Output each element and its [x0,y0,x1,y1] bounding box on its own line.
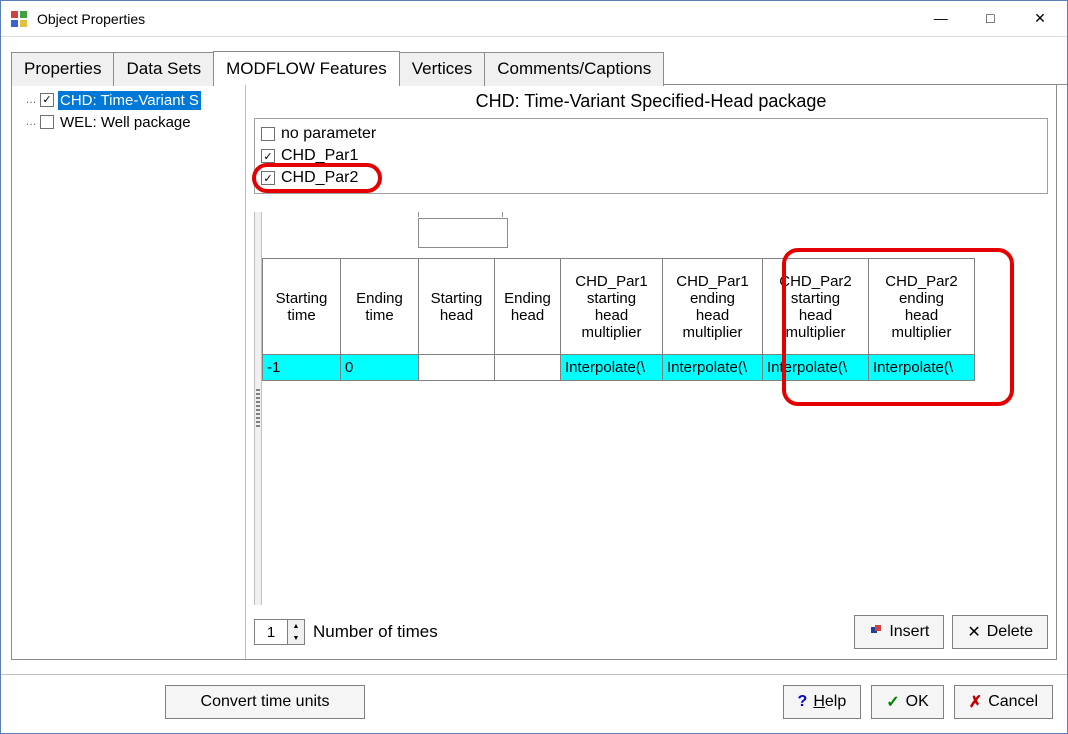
maximize-button[interactable]: □ [967,3,1013,33]
tree-toggle-icon: … [24,116,38,128]
cell-par1-end[interactable]: Interpolate(\ [663,355,763,381]
help-label: Help [813,693,846,711]
number-of-times-label: Number of times [313,622,438,642]
checkbox-icon[interactable]: ✓ [40,93,54,107]
insert-icon [869,623,883,642]
insert-button[interactable]: Insert [854,615,944,649]
window-title: Object Properties [37,11,918,27]
checkbox-icon[interactable] [40,115,54,129]
formula-tab[interactable]: Formula [418,212,503,217]
col-par1-start-mult[interactable]: CHD_Par1startingheadmultiplier [561,259,663,355]
help-icon: ? [798,693,808,711]
ok-icon: ✓ [886,692,899,712]
red-highlight-param [252,163,382,193]
delete-icon: ✕ [967,622,980,642]
window-controls: — □ ✕ [918,3,1063,34]
delete-button-label: Delete [987,623,1033,641]
tab-bar: Properties Data Sets MODFLOW Features Ve… [1,37,1067,85]
cell-ending-head[interactable] [495,355,561,381]
minimize-button[interactable]: — [918,3,964,33]
checkbox-icon[interactable] [261,127,275,141]
dialog-footer: Convert time units ? Help ✓ OK ✗ Cancel [1,674,1067,733]
tab-vertices[interactable]: Vertices [399,52,485,86]
right-panel: CHD: Time-Variant Specified-Head package… [245,85,1056,659]
titlebar: Object Properties — □ ✕ [1,1,1067,37]
cell-par1-start[interactable]: Interpolate(\ [561,355,663,381]
spinner-down-icon[interactable]: ▼ [288,632,304,644]
number-of-times-input[interactable] [255,620,287,644]
cancel-icon: ✗ [969,692,982,712]
param-label: no parameter [281,125,376,143]
app-icon [9,9,29,29]
ok-button[interactable]: ✓ OK [871,685,944,719]
tab-comments[interactable]: Comments/Captions [484,52,664,86]
tree-toggle-icon: … [24,94,38,106]
tree-label: WEL: Well package [58,113,193,132]
tab-datasets[interactable]: Data Sets [113,52,214,86]
convert-label: Convert time units [180,693,350,711]
section-title: CHD: Time-Variant Specified-Head package [246,85,1056,118]
number-of-times-spinner[interactable]: ▲ ▼ [254,619,305,645]
cell-starting-head[interactable] [419,355,495,381]
close-button[interactable]: ✕ [1017,4,1063,34]
red-highlight-columns [782,248,1014,406]
delete-button[interactable]: ✕ Delete [952,615,1048,649]
ok-label: OK [906,693,929,711]
col-starting-time[interactable]: Startingtime [263,259,341,355]
param-no-parameter[interactable]: no parameter [261,123,1041,145]
checkbox-icon[interactable]: ✓ [261,149,275,163]
col-starting-head[interactable]: Startinghead [419,259,495,355]
col-par1-end-mult[interactable]: CHD_Par1endingheadmultiplier [663,259,763,355]
tab-properties[interactable]: Properties [11,52,114,86]
cancel-label: Cancel [988,693,1038,711]
grid-wrap: Formula Startingtime Endingtime Starting… [262,212,1048,605]
cell-ending-time[interactable]: 0 [341,355,419,381]
tree-item-wel[interactable]: … WEL: Well package [24,111,245,133]
cancel-button[interactable]: ✗ Cancel [954,685,1053,719]
col-ending-head[interactable]: Endinghead [495,259,561,355]
formula-cell[interactable] [418,218,508,248]
col-ending-time[interactable]: Endingtime [341,259,419,355]
grid-area: Formula Startingtime Endingtime Starting… [254,212,1048,605]
feature-tree: … ✓ CHD: Time-Variant S … WEL: Well pack… [12,85,245,659]
vertical-splitter[interactable] [254,212,262,605]
window: Object Properties — □ ✕ Properties Data … [0,0,1068,734]
tree-item-chd[interactable]: … ✓ CHD: Time-Variant S [24,89,245,111]
spinner-up-icon[interactable]: ▲ [288,620,304,632]
tab-modflow-features[interactable]: MODFLOW Features [213,51,400,85]
cell-starting-time[interactable]: -1 [263,355,341,381]
tree-label: CHD: Time-Variant S [58,91,201,110]
convert-time-units-button[interactable]: Convert time units [165,685,365,719]
content-area: … ✓ CHD: Time-Variant S … WEL: Well pack… [11,84,1057,660]
param-chd-par1[interactable]: ✓ CHD_Par1 [261,145,1041,167]
insert-button-label: Insert [889,623,929,641]
grid-bottom-controls: ▲ ▼ Number of times Insert ✕ Delete [246,605,1056,659]
help-button[interactable]: ? Help [783,685,862,719]
parameter-list: no parameter ✓ CHD_Par1 ✓ CHD_Par2 [254,118,1048,194]
